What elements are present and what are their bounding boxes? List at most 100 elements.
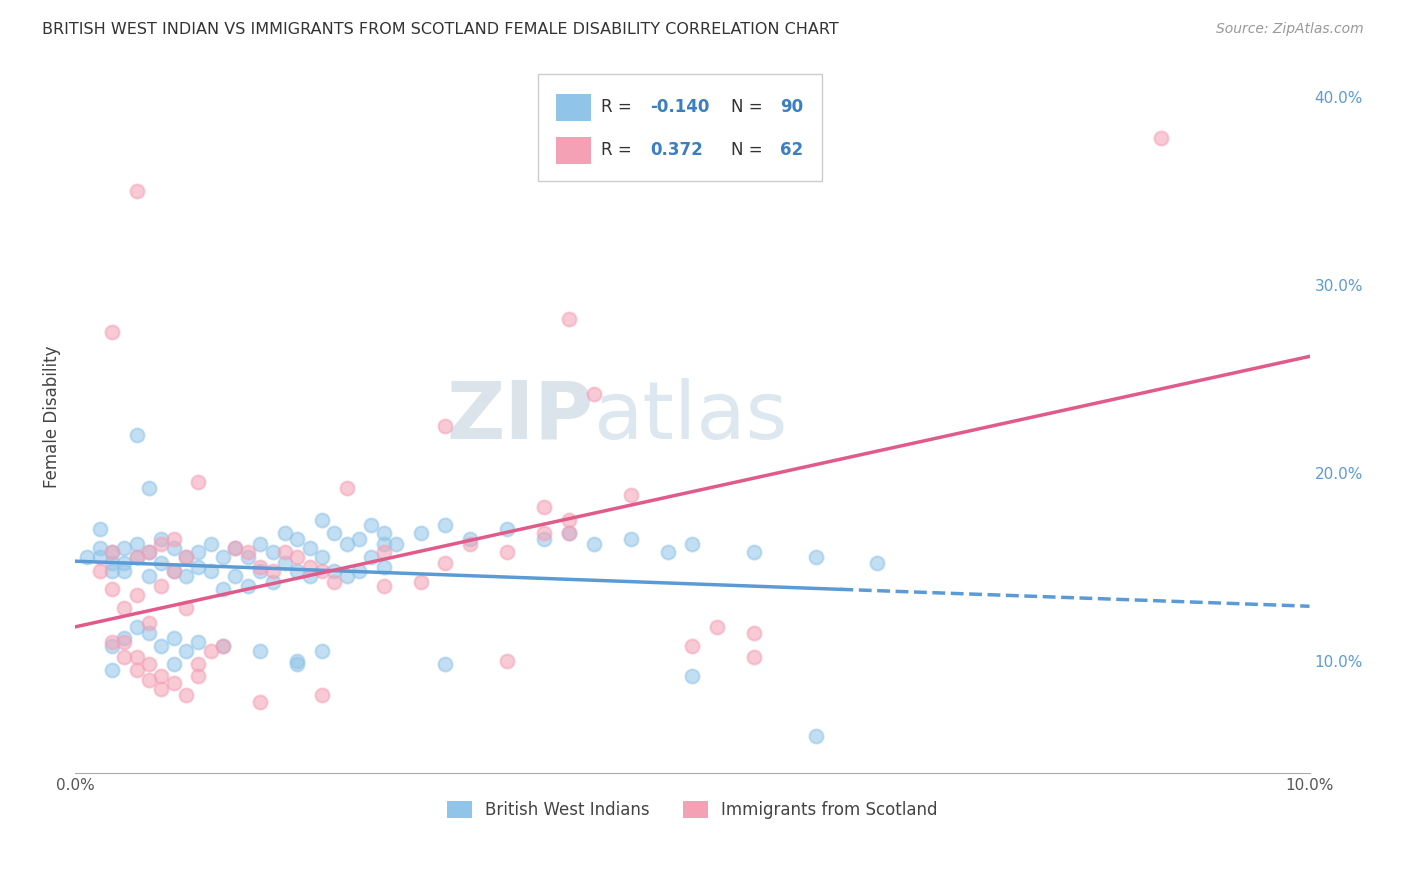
Point [125, 184, 148, 198]
Text: N =: N = [731, 98, 768, 117]
Point [285, 654, 308, 668]
Point [212, 582, 235, 597]
Point [298, 569, 321, 583]
Point [558, 526, 581, 541]
Point [125, 588, 148, 602]
Text: 62: 62 [780, 141, 803, 160]
Point [409, 526, 432, 541]
Point [262, 545, 284, 559]
Point [101, 545, 124, 559]
Point [285, 532, 308, 546]
Point [138, 657, 160, 672]
Point [274, 556, 297, 570]
Point [236, 550, 259, 565]
Point [125, 663, 148, 677]
Point [434, 657, 457, 672]
Point [101, 325, 124, 339]
Text: R =: R = [600, 98, 637, 117]
Point [224, 541, 246, 555]
Point [373, 526, 395, 541]
Point [200, 537, 222, 551]
Point [150, 537, 173, 551]
Point [804, 550, 827, 565]
Point [101, 639, 124, 653]
Point [163, 541, 186, 555]
Point [187, 669, 209, 683]
Point [742, 650, 765, 665]
Point [347, 564, 370, 578]
Point [311, 688, 333, 702]
Point [163, 631, 186, 645]
Text: atlas: atlas [593, 377, 787, 456]
Point [619, 488, 641, 502]
Point [804, 729, 827, 743]
Point [311, 644, 333, 658]
Point [125, 550, 148, 565]
Point [323, 526, 346, 541]
Text: 90: 90 [780, 98, 803, 117]
Point [311, 513, 333, 527]
Point [112, 541, 135, 555]
Point [125, 537, 148, 551]
Text: ZIP: ZIP [446, 377, 593, 456]
Point [434, 518, 457, 533]
Text: -0.140: -0.140 [651, 98, 710, 117]
Point [681, 537, 703, 551]
Point [866, 556, 889, 570]
Point [619, 532, 641, 546]
Point [336, 481, 359, 495]
Point [212, 639, 235, 653]
Point [163, 657, 186, 672]
Point [138, 545, 160, 559]
Text: R =: R = [600, 141, 643, 160]
Point [174, 688, 197, 702]
Point [311, 550, 333, 565]
Point [336, 569, 359, 583]
Point [89, 541, 111, 555]
Point [200, 564, 222, 578]
Point [285, 564, 308, 578]
Point [138, 569, 160, 583]
Point [311, 564, 333, 578]
Point [373, 559, 395, 574]
Point [496, 522, 519, 536]
Point [298, 559, 321, 574]
FancyBboxPatch shape [538, 74, 823, 181]
Point [112, 631, 135, 645]
Point [373, 537, 395, 551]
Point [249, 537, 271, 551]
Point [373, 545, 395, 559]
Point [742, 545, 765, 559]
Point [323, 564, 346, 578]
Point [582, 387, 605, 401]
Point [163, 532, 186, 546]
Point [112, 650, 135, 665]
Point [496, 545, 519, 559]
Point [112, 556, 135, 570]
Point [150, 556, 173, 570]
Point [262, 574, 284, 589]
Point [249, 564, 271, 578]
Point [125, 550, 148, 565]
Point [458, 537, 481, 551]
Point [323, 574, 346, 589]
Point [163, 676, 186, 690]
Point [236, 578, 259, 592]
Point [89, 522, 111, 536]
Point [224, 569, 246, 583]
Point [409, 574, 432, 589]
Point [163, 564, 186, 578]
Point [150, 639, 173, 653]
Point [174, 550, 197, 565]
Bar [557, 94, 591, 121]
Point [657, 545, 679, 559]
Point [138, 673, 160, 687]
Point [101, 582, 124, 597]
Point [360, 550, 382, 565]
Point [533, 532, 555, 546]
Point [187, 657, 209, 672]
Point [112, 635, 135, 649]
Point [174, 550, 197, 565]
Point [249, 559, 271, 574]
Point [187, 635, 209, 649]
